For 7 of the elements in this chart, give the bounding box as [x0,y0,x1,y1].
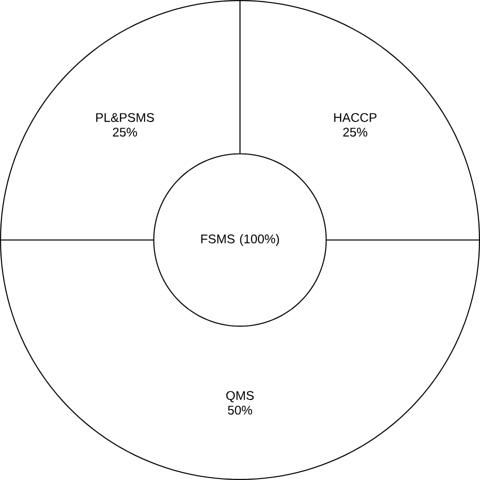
slice-label: HACCP [334,113,376,122]
slice-label: PL&PSMS [96,113,154,122]
data-label: 25% [343,128,368,137]
data-label: 50% [228,406,252,415]
data-label: 25% [112,128,137,137]
slice-label: QMS [226,391,254,402]
text: FSMS (100%) [201,234,279,246]
